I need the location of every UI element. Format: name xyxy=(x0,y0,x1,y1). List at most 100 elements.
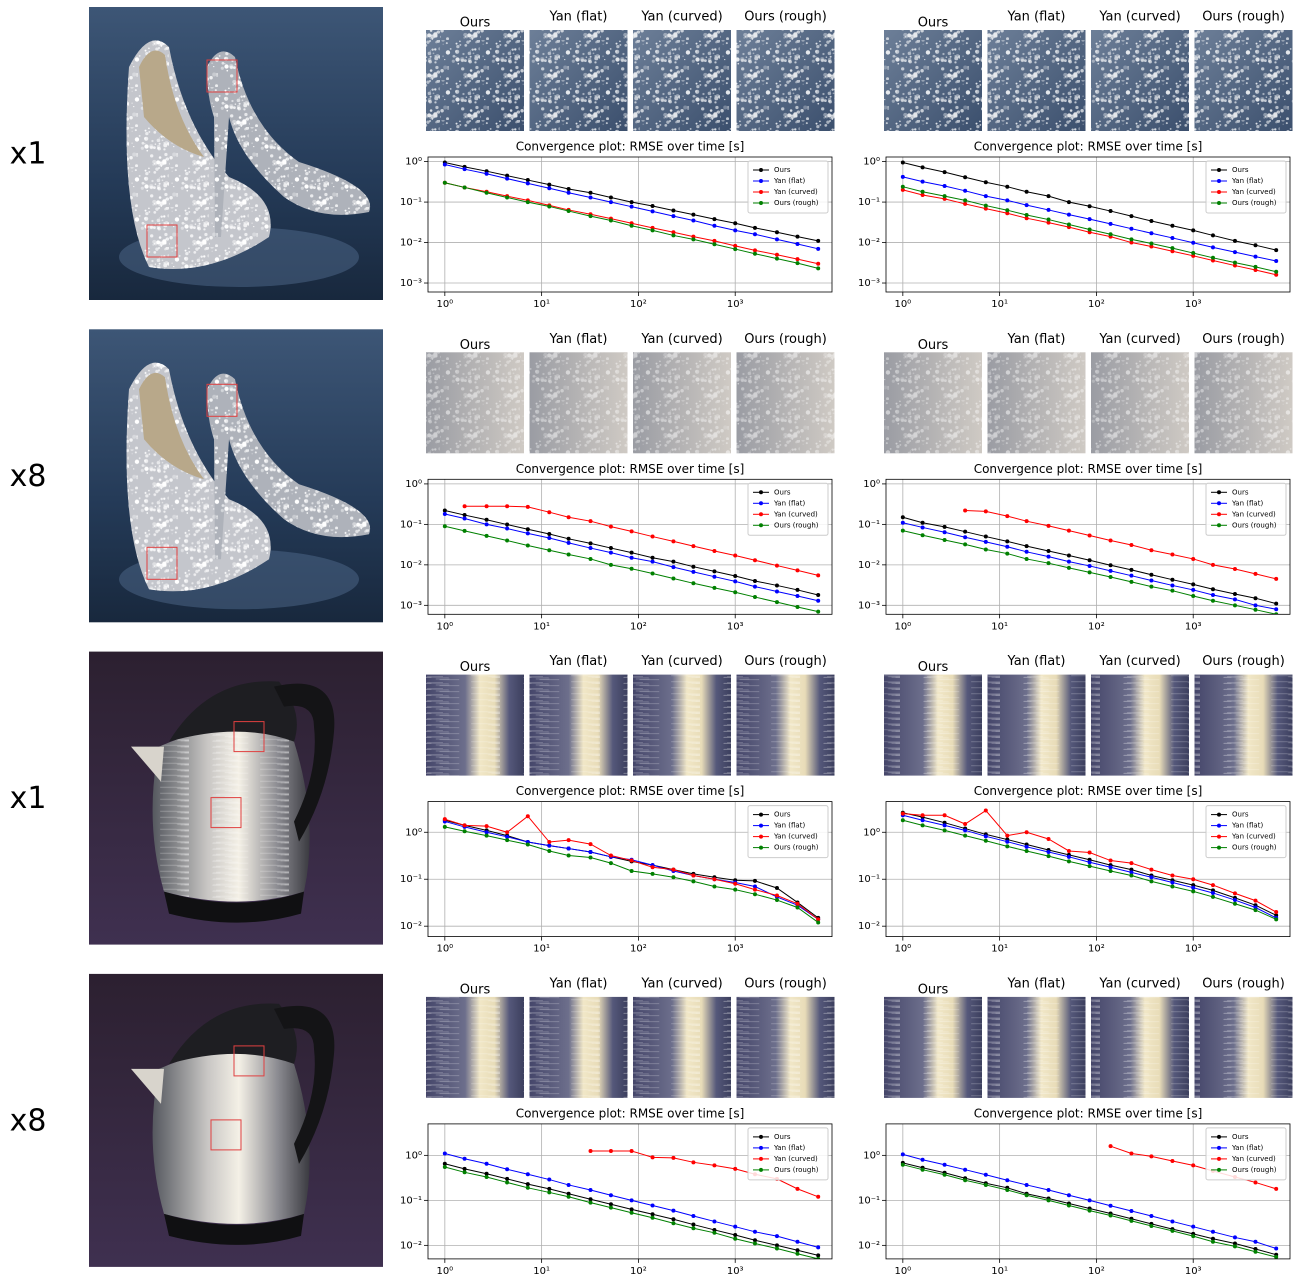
crop-texture xyxy=(426,997,524,1098)
crop-label: Ours (rough) xyxy=(744,332,827,347)
x-tick-label: 10² xyxy=(1088,1266,1105,1275)
legend-marker xyxy=(1217,190,1221,194)
figure: x1x8x1x8OursYan (flat)Yan (curved)Ours (… xyxy=(0,0,1293,1275)
y-tick-label: 10⁻² xyxy=(858,560,880,571)
crop-texture xyxy=(884,997,982,1098)
y-tick-label: 10⁻¹ xyxy=(858,1195,880,1206)
crop-label: Ours xyxy=(460,660,491,675)
legend-marker xyxy=(759,179,763,183)
y-tick-label: 10⁻³ xyxy=(400,600,422,611)
crop-label: Ours xyxy=(918,660,949,675)
crop-label: Ours (rough) xyxy=(744,654,827,669)
crop-texture xyxy=(737,997,835,1098)
x-tick-label: 10² xyxy=(630,944,647,955)
y-tick-label: 10⁻² xyxy=(858,238,880,249)
legend-marker xyxy=(759,1157,763,1161)
x-tick-label: 10⁰ xyxy=(894,299,911,310)
x-tick-label: 10¹ xyxy=(533,621,550,632)
legend-label: Yan (flat) xyxy=(773,499,805,507)
legend-marker xyxy=(759,501,763,505)
legend-label: Yan (curved) xyxy=(773,188,818,196)
y-tick-label: 10⁰ xyxy=(405,479,422,490)
legend-label: Yan (flat) xyxy=(1231,822,1263,830)
y-tick-label: 10⁻¹ xyxy=(400,519,422,530)
crop-texture xyxy=(884,352,982,453)
legend-label: Yan (curved) xyxy=(773,1155,818,1163)
y-tick-label: 10⁰ xyxy=(863,827,880,838)
y-tick-label: 10⁻¹ xyxy=(858,874,880,885)
crop-label: Yan (flat) xyxy=(549,10,608,25)
legend-label: Ours (rough) xyxy=(774,199,819,207)
crop-label: Yan (curved) xyxy=(1098,976,1180,991)
legend-marker xyxy=(759,846,763,850)
chart-title: Convergence plot: RMSE over time [s] xyxy=(516,784,745,798)
crop-label: Yan (curved) xyxy=(640,332,722,347)
legend-marker xyxy=(759,190,763,194)
y-tick-label: 10⁻² xyxy=(400,238,422,249)
y-tick-label: 10⁰ xyxy=(405,827,422,838)
legend-label: Yan (curved) xyxy=(1231,188,1276,196)
x-tick-label: 10³ xyxy=(727,621,744,632)
x-tick-label: 10⁰ xyxy=(894,621,911,632)
crop-label: Ours xyxy=(918,982,949,997)
y-tick-label: 10⁰ xyxy=(405,1150,422,1161)
crop-texture xyxy=(1091,997,1189,1098)
chart-title: Convergence plot: RMSE over time [s] xyxy=(516,462,745,476)
y-tick-label: 10⁻² xyxy=(858,921,880,932)
crop-texture xyxy=(633,675,731,776)
crop-texture xyxy=(1091,675,1189,776)
legend-label: Ours xyxy=(1232,1133,1249,1141)
crop-texture xyxy=(1195,30,1293,131)
row-label: x1 xyxy=(10,137,47,172)
y-tick-label: 10⁻³ xyxy=(858,600,880,611)
crop-label: Ours xyxy=(460,982,491,997)
legend-marker xyxy=(1217,168,1221,172)
x-tick-label: 10⁰ xyxy=(894,1266,911,1275)
legend-label: Yan (flat) xyxy=(1231,499,1263,507)
crop-label: Ours (rough) xyxy=(744,976,827,991)
legend-label: Ours xyxy=(1232,811,1249,819)
x-tick-label: 10² xyxy=(630,299,647,310)
x-tick-label: 10³ xyxy=(1185,944,1202,955)
y-tick-label: 10⁰ xyxy=(863,157,880,168)
x-tick-label: 10³ xyxy=(1185,621,1202,632)
chart-title: Convergence plot: RMSE over time [s] xyxy=(516,1106,745,1120)
legend-marker xyxy=(759,512,763,516)
legend-marker xyxy=(1217,512,1221,516)
render-image xyxy=(89,329,383,622)
crop-texture xyxy=(1091,352,1189,453)
y-tick-label: 10⁻³ xyxy=(400,278,422,289)
x-tick-label: 10³ xyxy=(727,1266,744,1275)
legend-label: Yan (curved) xyxy=(773,510,818,518)
crop-label: Ours xyxy=(460,16,491,31)
crop-label: Ours (rough) xyxy=(744,10,827,25)
legend-marker xyxy=(1217,824,1221,828)
row-label: x1 xyxy=(10,781,47,816)
x-tick-label: 10² xyxy=(1088,621,1105,632)
chart-title: Convergence plot: RMSE over time [s] xyxy=(974,784,1203,798)
x-tick-label: 10⁰ xyxy=(894,944,911,955)
legend-label: Ours (rough) xyxy=(774,844,819,852)
crop-label: Ours (rough) xyxy=(1202,332,1285,347)
x-tick-label: 10³ xyxy=(1185,299,1202,310)
y-tick-label: 10⁻¹ xyxy=(400,1195,422,1206)
row-label: x8 xyxy=(10,459,47,494)
crop-texture xyxy=(530,675,628,776)
x-tick-label: 10³ xyxy=(1185,1266,1202,1275)
crop-label: Yan (curved) xyxy=(640,654,722,669)
y-tick-label: 10⁻¹ xyxy=(400,874,422,885)
legend-label: Yan (flat) xyxy=(1231,1144,1263,1152)
legend-label: Yan (flat) xyxy=(773,1144,805,1152)
legend-label: Yan (curved) xyxy=(1231,1155,1276,1163)
legend-marker xyxy=(759,490,763,494)
legend-marker xyxy=(1217,1168,1221,1172)
crop-texture xyxy=(633,352,731,453)
legend-label: Ours xyxy=(1232,166,1249,174)
legend-marker xyxy=(1217,501,1221,505)
legend-label: Ours (rough) xyxy=(1232,199,1277,207)
x-tick-label: 10¹ xyxy=(533,1266,550,1275)
crop-texture xyxy=(737,675,835,776)
x-tick-label: 10² xyxy=(630,621,647,632)
legend-marker xyxy=(1217,846,1221,850)
legend-label: Ours (rough) xyxy=(774,1166,819,1174)
